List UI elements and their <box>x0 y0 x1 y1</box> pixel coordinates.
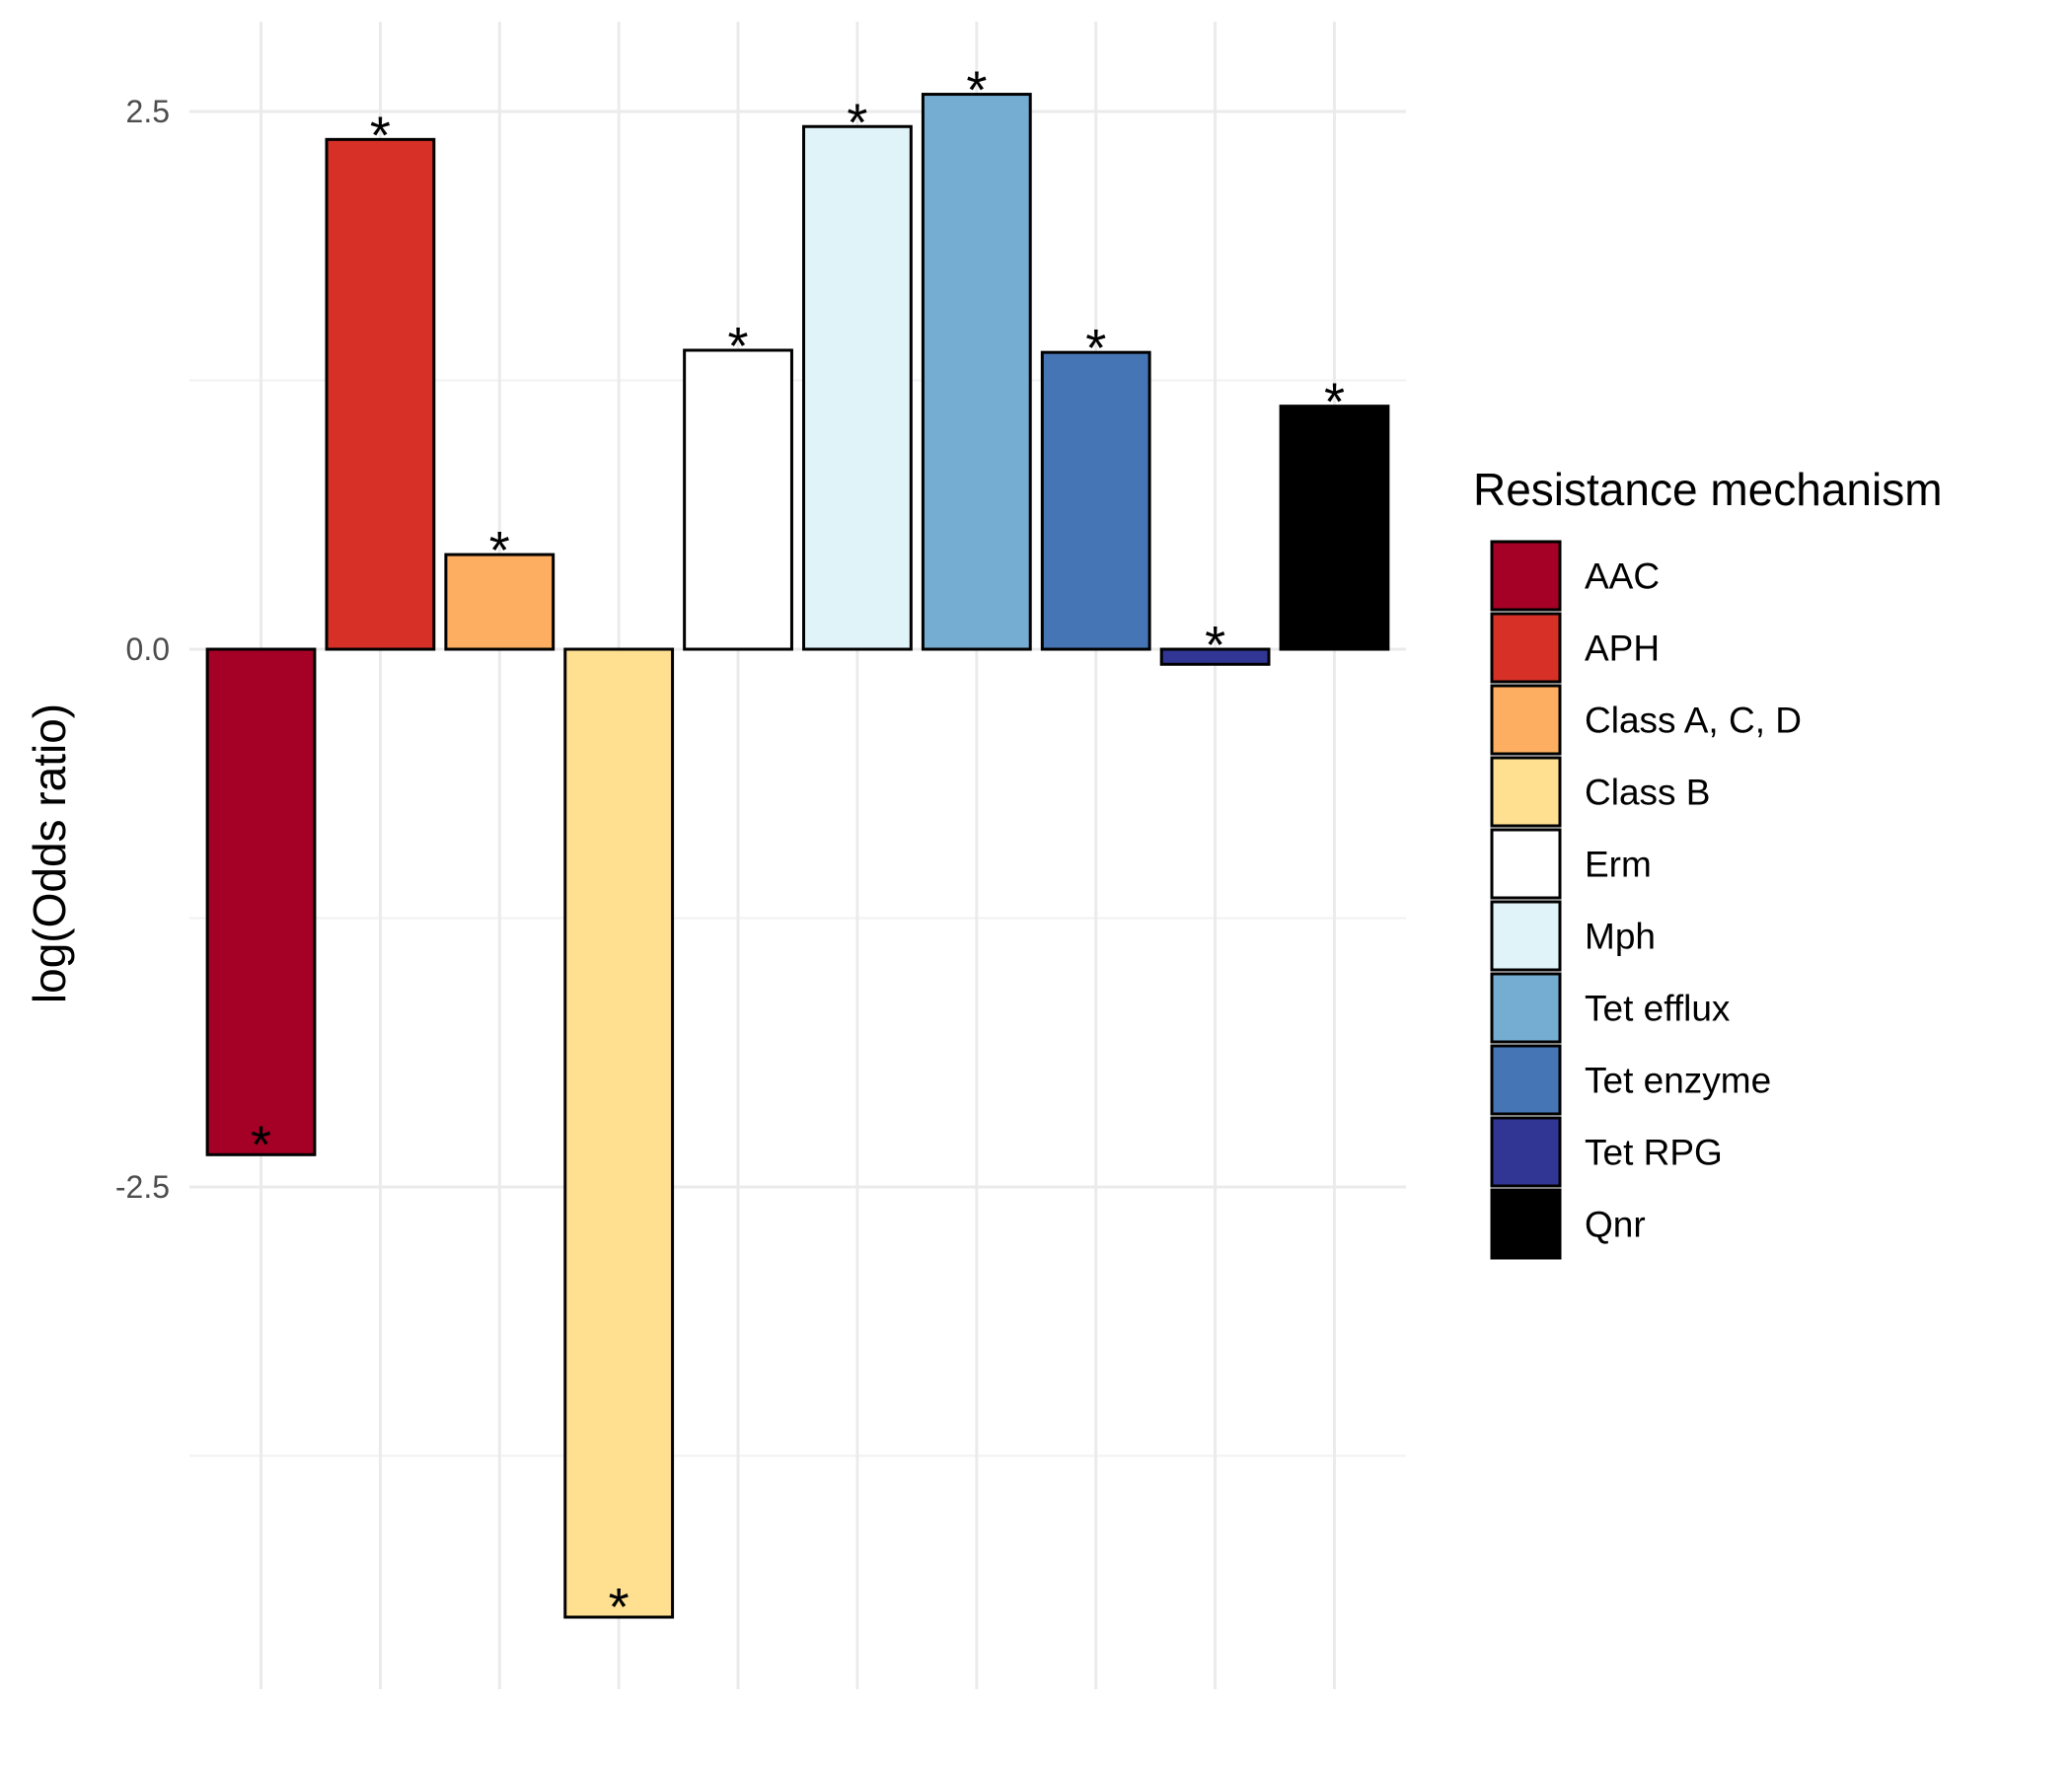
significance-label: * <box>370 106 391 165</box>
legend-label: Erm <box>1585 845 1652 885</box>
bar-tet-rpg <box>1159 647 1271 666</box>
bar-qnr <box>1279 405 1390 651</box>
significance-label: * <box>489 521 510 580</box>
legend-title: Resistance mechanism <box>1473 464 1943 515</box>
y-tick-label: 2.5 <box>126 94 170 129</box>
bar-class-a-c-d <box>444 553 555 651</box>
legend-key <box>1490 900 1562 972</box>
legend-label: Tet RPG <box>1585 1133 1723 1173</box>
y-axis-ticks: -2.5 0.0 2.5 <box>115 94 170 1205</box>
legend-label: Class B <box>1585 773 1710 813</box>
legend-label: Class A, C, D <box>1585 701 1802 741</box>
significance-label: * <box>251 1115 271 1174</box>
bar-aph <box>325 137 436 651</box>
bar-tet-enzyme <box>1040 350 1151 651</box>
bar-erm <box>683 348 793 651</box>
y-tick-label: 0.0 <box>126 631 170 667</box>
bars <box>205 93 1390 1619</box>
bar-tet-efflux <box>921 93 1032 651</box>
legend-key <box>1490 972 1562 1044</box>
significance-label: * <box>728 317 749 376</box>
significance-label: * <box>609 1578 629 1637</box>
significance-label: * <box>1324 373 1345 432</box>
legend-key <box>1490 612 1562 684</box>
legend: Resistance mechanism AAC APH Class A, C, D… <box>1473 464 1943 1260</box>
legend-label: Qnr <box>1585 1205 1646 1245</box>
legend-key <box>1490 1044 1562 1116</box>
legend-label: APH <box>1585 629 1660 669</box>
legend-label: Tet enzyme <box>1585 1061 1771 1101</box>
bar-class-b <box>563 647 675 1619</box>
legend-key <box>1490 756 1562 828</box>
bar-aac <box>205 647 317 1156</box>
legend-key <box>1490 1116 1562 1188</box>
significance-label: * <box>1205 616 1225 675</box>
legend-key <box>1490 828 1562 900</box>
legend-key <box>1490 540 1562 612</box>
bar-mph <box>802 124 913 651</box>
legend-label: Tet efflux <box>1585 989 1731 1029</box>
y-tick-label: -2.5 <box>115 1169 170 1205</box>
legend-key <box>1490 1188 1562 1260</box>
significance-label: * <box>847 93 867 152</box>
legend-label: Mph <box>1585 917 1656 957</box>
y-axis-title: log(Odds ratio) <box>24 703 75 1003</box>
legend-label: AAC <box>1585 556 1660 597</box>
legend-key <box>1490 684 1562 756</box>
significance-labels: * * * * * * * * * * <box>251 61 1345 1637</box>
significance-label: * <box>1085 319 1106 378</box>
significance-label: * <box>966 61 987 120</box>
